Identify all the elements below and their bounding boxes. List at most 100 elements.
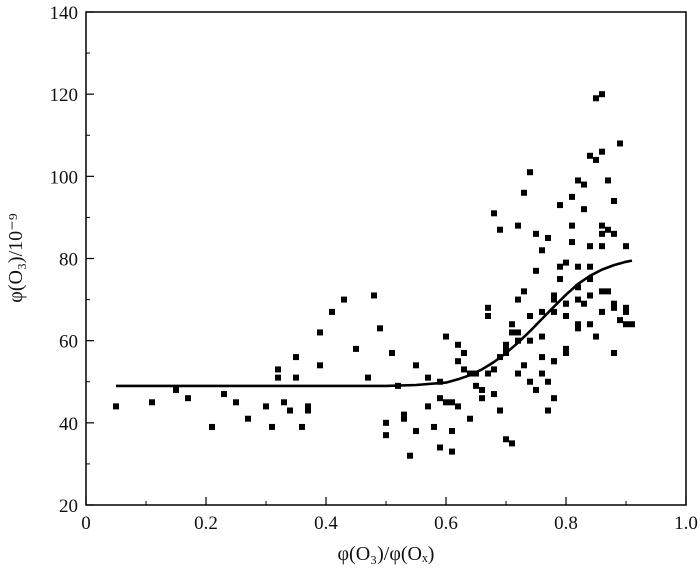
data-point [371, 292, 377, 299]
data-point [527, 378, 533, 385]
data-point [551, 296, 557, 303]
data-point [455, 358, 461, 365]
data-point [407, 452, 413, 459]
data-point [413, 362, 419, 369]
data-point [527, 337, 533, 344]
data-point [593, 156, 599, 163]
data-point [377, 325, 383, 332]
data-point [293, 354, 299, 361]
data-point [425, 403, 431, 410]
y-tick-label: 40 [59, 414, 78, 435]
data-point [533, 267, 539, 274]
x-axis-label: φ(O₃)/φ(Oₓ) [338, 543, 435, 565]
fit-curve [116, 259, 633, 388]
data-point [539, 308, 545, 315]
data-point [551, 292, 557, 299]
plot-frame [85, 11, 687, 506]
data-point [569, 222, 575, 229]
data-point [497, 354, 503, 361]
data-point [623, 243, 629, 250]
data-point [437, 395, 443, 402]
x-tick-label: 0 [81, 513, 91, 534]
y-tick-label: 60 [59, 332, 78, 353]
data-point [149, 399, 155, 406]
data-point [221, 391, 227, 398]
data-point [383, 432, 389, 439]
x-tick-label: 0.6 [434, 513, 458, 534]
data-point [545, 234, 551, 241]
data-point [527, 169, 533, 176]
data-point [575, 321, 581, 328]
y-tick-label: 100 [50, 167, 79, 188]
data-point [329, 308, 335, 315]
data-point [623, 304, 629, 311]
data-point [317, 362, 323, 369]
data-point [569, 239, 575, 246]
data-point [539, 354, 545, 361]
data-point [317, 329, 323, 336]
data-point [545, 407, 551, 414]
data-point [455, 341, 461, 348]
data-point [515, 329, 521, 336]
data-point [395, 382, 401, 389]
y-axis-label: φ(O₃)/10⁻⁹ [5, 213, 27, 302]
data-point [491, 210, 497, 217]
data-point [587, 263, 593, 270]
data-point [599, 222, 605, 229]
x-tick-label: 0.8 [554, 513, 578, 534]
data-point [587, 243, 593, 250]
x-tick-label: 1.0 [674, 513, 698, 534]
data-point [209, 423, 215, 430]
data-point [425, 374, 431, 381]
data-point [467, 415, 473, 422]
data-point [515, 222, 521, 229]
data-point [287, 407, 293, 414]
data-point [401, 415, 407, 422]
data-point [515, 337, 521, 344]
data-point [557, 202, 563, 209]
data-point [551, 395, 557, 402]
data-point [563, 300, 569, 307]
data-point [503, 341, 509, 348]
data-point [611, 197, 617, 204]
data-point [563, 345, 569, 352]
y-tick-label: 120 [50, 85, 79, 106]
data-point [611, 304, 617, 311]
data-point [521, 288, 527, 295]
data-point [449, 399, 455, 406]
data-point [461, 366, 467, 373]
data-point [431, 423, 437, 430]
data-point [611, 230, 617, 237]
data-point [473, 370, 479, 377]
x-tick-label: 0.4 [314, 513, 338, 534]
data-point [599, 288, 605, 295]
data-point [233, 399, 239, 406]
data-point [413, 428, 419, 435]
data-point [539, 333, 545, 340]
data-point [491, 366, 497, 373]
y-tick-label: 140 [50, 3, 79, 24]
ticks-layer [85, 11, 687, 506]
data-point [449, 428, 455, 435]
data-point [599, 308, 605, 315]
data-point [581, 206, 587, 213]
data-point [503, 436, 509, 443]
data-point [383, 419, 389, 426]
data-point [293, 374, 299, 381]
data-point [503, 345, 509, 352]
data-point [575, 263, 581, 270]
points-layer [113, 91, 635, 459]
y-tick-label: 20 [59, 496, 78, 517]
data-point [569, 193, 575, 200]
data-point [389, 349, 395, 356]
data-point [245, 415, 251, 422]
data-point [563, 313, 569, 320]
data-point [623, 308, 629, 315]
y-tick-label: 80 [59, 250, 78, 271]
data-point [281, 399, 287, 406]
data-point [173, 386, 179, 393]
data-point [539, 247, 545, 254]
data-point [473, 382, 479, 389]
data-point [593, 95, 599, 102]
data-point [599, 230, 605, 237]
